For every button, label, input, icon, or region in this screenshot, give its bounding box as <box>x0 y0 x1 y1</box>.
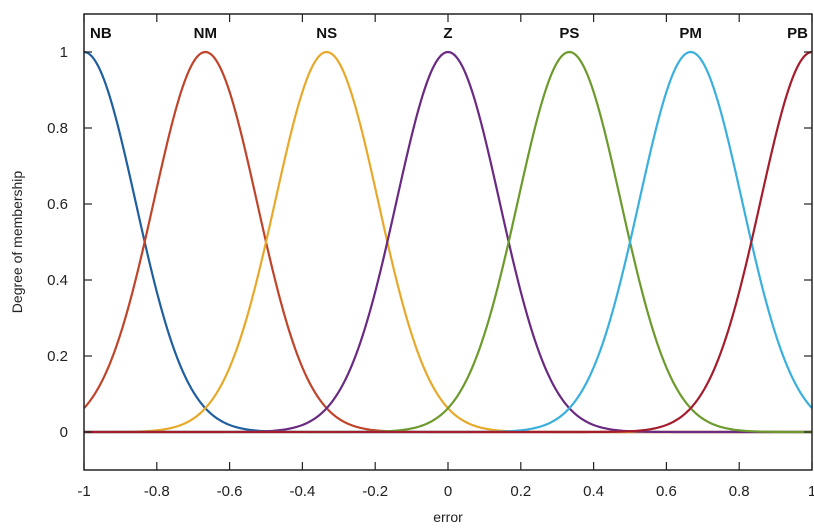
x-axis-label: error <box>433 509 463 525</box>
y-tick-label: 0.6 <box>47 196 68 213</box>
x-tick-label: 1 <box>808 483 814 500</box>
series-line-pb <box>84 50 813 434</box>
x-tick-label: 0 <box>444 483 452 500</box>
mf-label-pm: PM <box>679 25 702 42</box>
y-tick-label: 1 <box>60 44 68 61</box>
series-line-nb <box>83 50 812 434</box>
x-tick-label: -0.6 <box>217 483 243 500</box>
mf-label-z: Z <box>443 25 452 42</box>
plot-frame <box>83 13 813 471</box>
y-axis-label: Degree of membership <box>9 171 25 314</box>
series-line-ns <box>84 50 812 434</box>
x-tick-label: -0.8 <box>144 483 170 500</box>
x-tick-label: -0.4 <box>289 483 315 500</box>
x-tick-label: 0.4 <box>583 483 604 500</box>
series-line-z <box>84 50 812 434</box>
x-tick-label: -0.2 <box>362 483 388 500</box>
mf-label-ns: NS <box>316 25 337 42</box>
series-line-nm <box>83 50 812 434</box>
mf-label-pb: PB <box>787 25 808 42</box>
x-tick-label: 0.8 <box>729 483 750 500</box>
y-tick-label: 0.4 <box>47 272 68 289</box>
series-line-ps <box>84 50 812 434</box>
y-tick-label: 0 <box>60 424 68 441</box>
y-tick-label: 0.2 <box>47 348 68 365</box>
ticks-layer: -1 -0.8 -0.6 -0.4 -0.2 0 0.2 0.4 0.6 0.8 1 0 0.2 0.4 0… <box>47 14 814 500</box>
x-tick-label: -1 <box>77 483 90 500</box>
x-tick-label: 0.2 <box>510 483 531 500</box>
mf-labels-layer: NB NM NS Z PS PM PB <box>90 25 808 42</box>
curves-layer <box>83 50 813 434</box>
mf-label-nm: NM <box>194 25 217 42</box>
x-tick-label: 0.6 <box>656 483 677 500</box>
y-tick-label: 0.8 <box>47 120 68 137</box>
series-line-pm <box>84 50 813 434</box>
mf-label-ps: PS <box>559 25 579 42</box>
mf-label-nb: NB <box>90 25 112 42</box>
